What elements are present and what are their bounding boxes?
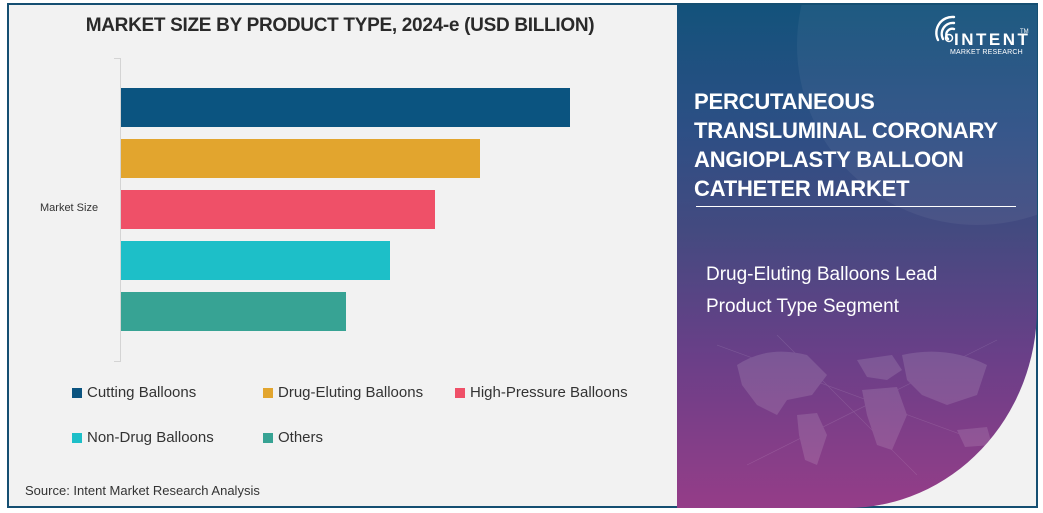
bar-non-drug-balloons [121, 241, 390, 280]
report-title-line: CATHETER MARKET [694, 176, 910, 201]
bar-high-pressure-balloons [121, 190, 435, 229]
logo-wordmark: INTENT [954, 30, 1031, 49]
bar-others [121, 292, 346, 331]
report-title-line: PERCUTANEOUS [694, 89, 875, 114]
legend-item-drug-eluting-balloons: Drug-Eluting Balloons [263, 384, 423, 401]
legend-swatch [72, 387, 82, 398]
legend-swatch [263, 432, 273, 443]
legend-swatch [72, 432, 82, 443]
bar-drug-eluting-balloons [121, 139, 480, 178]
legend-swatch [263, 387, 273, 398]
source-note: Source: Intent Market Research Analysis [25, 483, 260, 498]
legend-swatch [455, 387, 465, 398]
signal-icon [935, 15, 956, 43]
bar-cutting-balloons [121, 88, 570, 127]
legend-label: Cutting Balloons [87, 384, 197, 401]
logo-tagline: MARKET RESEARCH [950, 49, 1023, 56]
legend-label: Others [278, 429, 324, 446]
report-title-line: ANGIOPLASTY BALLOON [694, 147, 964, 172]
legend-item-high-pressure-balloons: High-Pressure Balloons [455, 384, 628, 401]
key-insight-line: Drug-Eluting Balloons Lead [706, 264, 938, 285]
world-map-icon [717, 335, 1017, 475]
key-insight-line: Product Type Segment [706, 296, 899, 317]
legend-item-cutting-balloons: Cutting Balloons [72, 384, 196, 401]
y-axis-tick [114, 58, 120, 59]
title-panel: INTENT TM MARKET RESEARCH PERCUTANEOUS T… [677, 5, 1037, 508]
y-axis-line [120, 58, 121, 362]
legend-item-non-drug-balloons: Non-Drug Balloons [72, 429, 214, 446]
report-title: PERCUTANEOUS TRANSLUMINAL CORONARY ANGIO… [694, 87, 1034, 203]
legend-label: Non-Drug Balloons [87, 429, 214, 446]
legend-item-others: Others [263, 429, 323, 446]
logo-trademark: TM [1020, 29, 1029, 35]
key-insight: Drug-Eluting Balloons Lead Product Type … [706, 259, 1006, 323]
y-category-label: Market Size [40, 202, 99, 214]
intent-logo: INTENT TM MARKET RESEARCH [932, 13, 1031, 65]
title-separator [696, 206, 1016, 207]
y-axis-tick [114, 361, 120, 362]
legend-label: High-Pressure Balloons [470, 384, 628, 401]
chart-title: MARKET SIZE BY PRODUCT TYPE, 2024-e (USD… [85, 15, 595, 36]
legend-label: Drug-Eluting Balloons [278, 384, 424, 401]
report-title-line: TRANSLUMINAL CORONARY [694, 118, 998, 143]
